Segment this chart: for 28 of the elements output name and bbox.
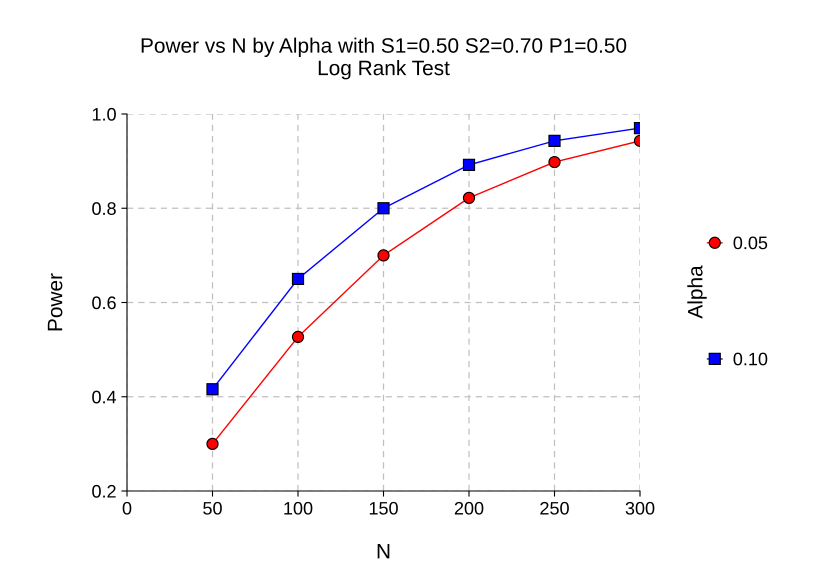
point [462, 158, 476, 172]
point [462, 192, 476, 204]
legend-label: 0.05 [734, 236, 768, 250]
x-tick-label: 300 [626, 502, 654, 515]
y-tick-label: 0.8 [92, 202, 116, 215]
x-tick-label: 200 [454, 502, 484, 515]
x-axis-title: N [378, 544, 390, 558]
point [377, 202, 390, 214]
x-tick-label: 250 [540, 502, 569, 515]
chart-title: Power vs N by Alpha with S1=0.50 S2=0.70 P1=0.50 Log Rank Test [142, 38, 626, 80]
y-tick-label: 0.2 [92, 484, 116, 498]
y-tick-label: 1.0 [92, 108, 116, 121]
point [548, 156, 561, 168]
y-tick-label: 0.6 [92, 296, 116, 310]
legend-title: Alpha [687, 265, 707, 319]
point [548, 134, 561, 147]
point [206, 383, 219, 396]
x-tick-label: 100 [284, 502, 312, 515]
point [292, 330, 304, 344]
y-axis-title: Power [48, 273, 62, 330]
x-tick-label: 50 [203, 502, 222, 515]
y-tick-label: 0.4 [92, 390, 116, 404]
point [206, 438, 219, 450]
point [377, 249, 390, 262]
x-tick-label: 150 [370, 502, 398, 515]
legend-label: 0.10 [734, 352, 768, 366]
point [292, 272, 304, 286]
x-tick-label: 0 [122, 502, 132, 515]
